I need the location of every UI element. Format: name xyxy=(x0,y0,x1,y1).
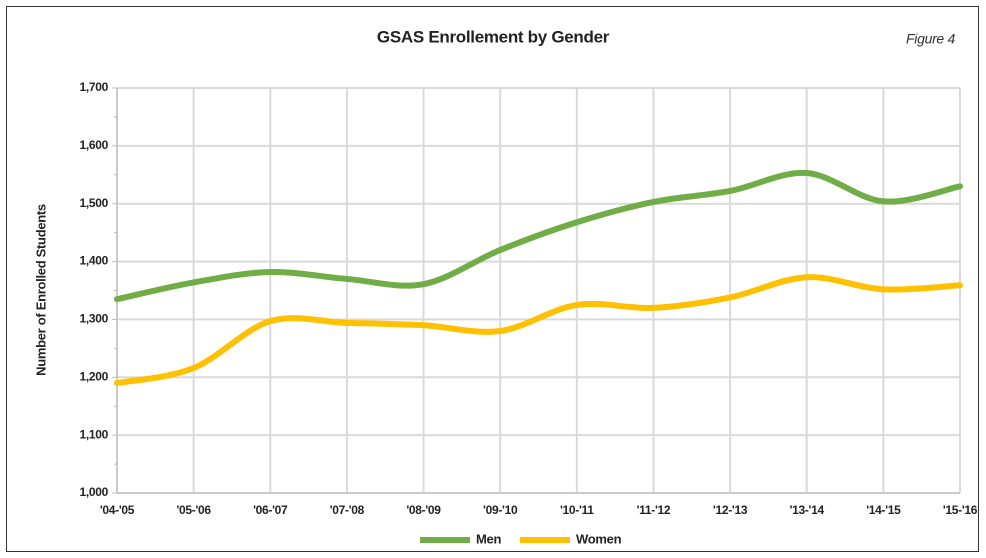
y-tick-label: 1,700 xyxy=(79,80,108,94)
y-tick-label: 1,200 xyxy=(79,369,108,383)
y-tick-label: 1,000 xyxy=(79,485,108,499)
x-tick-label: '13-'14 xyxy=(790,503,825,517)
x-tick-label: '15-'16 xyxy=(943,503,978,517)
line xyxy=(114,274,963,387)
x-tick-label: '12-'13 xyxy=(713,503,748,517)
x-tick-label: '08-'09 xyxy=(406,503,441,517)
x-tick-label: '09-'10 xyxy=(483,503,518,517)
y-tick-label: 1,100 xyxy=(79,427,108,441)
x-tick-label: '10-'11 xyxy=(560,503,594,517)
legend-label: Women xyxy=(576,531,622,546)
chart-title: GSAS Enrollement by Gender xyxy=(377,27,610,46)
x-tick-label: '06-'07 xyxy=(253,503,288,517)
x-tick-label: '04-'05 xyxy=(100,503,135,517)
legend-label: Men xyxy=(476,531,501,546)
y-tick-label: 1,600 xyxy=(79,138,108,152)
x-tick-label: '05-'06 xyxy=(176,503,211,517)
x-tick-label: '14-'15 xyxy=(866,503,901,517)
x-tick-label: '07-'08 xyxy=(330,503,365,517)
y-tick-label: 1,500 xyxy=(79,196,108,210)
y-tick-label: 1,300 xyxy=(79,312,108,326)
line xyxy=(114,170,963,303)
x-tick-label: '11-'12 xyxy=(637,503,671,517)
y-tick-label: 1,400 xyxy=(79,254,108,268)
y-axis-label: Number of Enrolled Students xyxy=(33,204,48,376)
annotation: Figure 4 xyxy=(906,31,955,47)
